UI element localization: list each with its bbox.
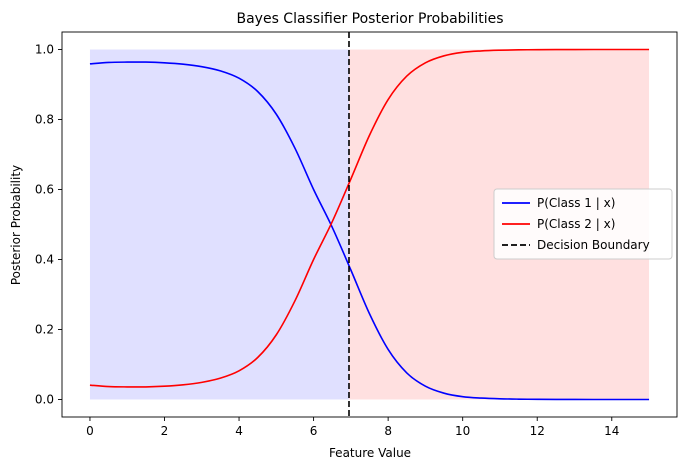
x-tick-label: 14 (604, 424, 619, 438)
chart-title: Bayes Classifier Posterior Probabilities (236, 11, 503, 27)
y-tick-label: 0.4 (35, 253, 54, 267)
x-tick-label: 0 (86, 424, 94, 438)
x-tick-label: 6 (310, 424, 318, 438)
y-tick-label: 0.0 (35, 393, 54, 407)
legend-label-3: Decision Boundary (537, 238, 650, 252)
y-tick-label: 1.0 (35, 43, 54, 57)
x-axis-label: Feature Value (329, 446, 411, 460)
series-line-class-2 (89, 48, 650, 388)
x-tick-label: 2 (161, 424, 169, 438)
legend-box (493, 188, 673, 260)
series-line-class-1 (89, 61, 650, 401)
y-tick-label: 0.2 (35, 323, 54, 337)
x-tick-label: 4 (235, 424, 243, 438)
y-axis-ticks: 0.0 0.2 0.4 0.6 0.8 1.0 (35, 43, 62, 407)
legend-label-2: P(Class 2 | x) (537, 217, 615, 231)
series-lines (89, 48, 650, 401)
y-tick-label: 0.6 (35, 183, 54, 197)
plot-frame (61, 31, 678, 418)
x-tick-label: 10 (455, 424, 470, 438)
x-tick-label: 12 (530, 424, 545, 438)
x-tick-label: 8 (384, 424, 392, 438)
region-class-1 (89, 49, 350, 400)
x-axis-ticks: 0 2 4 6 8 10 12 14 (86, 417, 619, 438)
legend: P(Class 1 | x) P(Class 2 | x) Decision Bou… (493, 188, 673, 260)
y-tick-label: 0.8 (35, 113, 54, 127)
y-axis-label: Posterior Probability (9, 165, 23, 285)
legend-label-1: P(Class 1 | x) (537, 196, 615, 210)
